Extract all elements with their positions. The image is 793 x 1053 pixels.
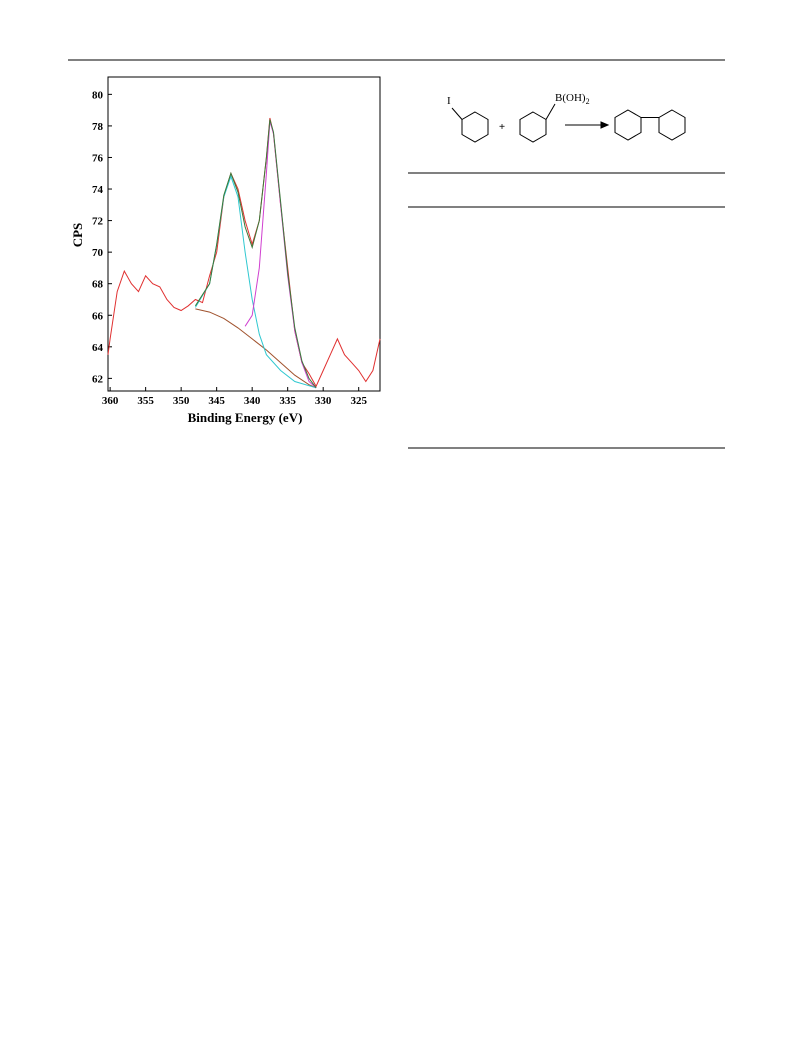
benzene-ring: [658, 109, 686, 141]
y-tick-label: 68: [92, 279, 104, 291]
x-tick-label: 330: [315, 395, 332, 407]
y-tick-label: 76: [92, 152, 104, 164]
y-tick-label: 80: [92, 89, 104, 101]
x-axis-label: Binding Energy (eV): [188, 410, 303, 425]
x-tick-label: 325: [350, 395, 367, 407]
plot-frame: [107, 76, 381, 392]
x-tick-label: 360: [102, 395, 119, 407]
y-tick-label: 66: [92, 310, 104, 322]
x-tick-label: 335: [279, 395, 296, 407]
series-line: [107, 117, 381, 388]
benzene-ring: [461, 111, 489, 143]
benzene-ring: [519, 111, 547, 143]
x-tick-label: 350: [173, 395, 190, 407]
series-line: [195, 308, 317, 389]
y-tick-label: 62: [92, 373, 104, 385]
reaction-scheme: [451, 103, 686, 143]
y-tick-label: 64: [92, 342, 104, 354]
x-tick-label: 345: [208, 395, 225, 407]
y-tick-label: 70: [92, 247, 104, 259]
y-axis-label: CPS: [70, 223, 85, 248]
subscript: 2: [586, 97, 590, 106]
y-tick-label: 78: [92, 121, 104, 133]
x-tick-label: 355: [137, 395, 154, 407]
reagent-label: B(OH)2: [555, 92, 590, 106]
y-tick-label: 74: [92, 184, 104, 196]
bond: [451, 107, 463, 120]
plus-sign: +: [499, 121, 505, 133]
series-line: [194, 174, 317, 389]
x-tick-label: 340: [244, 395, 261, 407]
series-line: [244, 121, 317, 389]
bond: [545, 103, 556, 120]
reagent-text: B(OH): [555, 92, 586, 104]
reagent-label: I: [447, 95, 451, 107]
benzene-ring: [614, 109, 642, 141]
arrow-head: [600, 121, 610, 129]
y-tick-label: 72: [92, 216, 104, 228]
series-line: [194, 119, 317, 389]
